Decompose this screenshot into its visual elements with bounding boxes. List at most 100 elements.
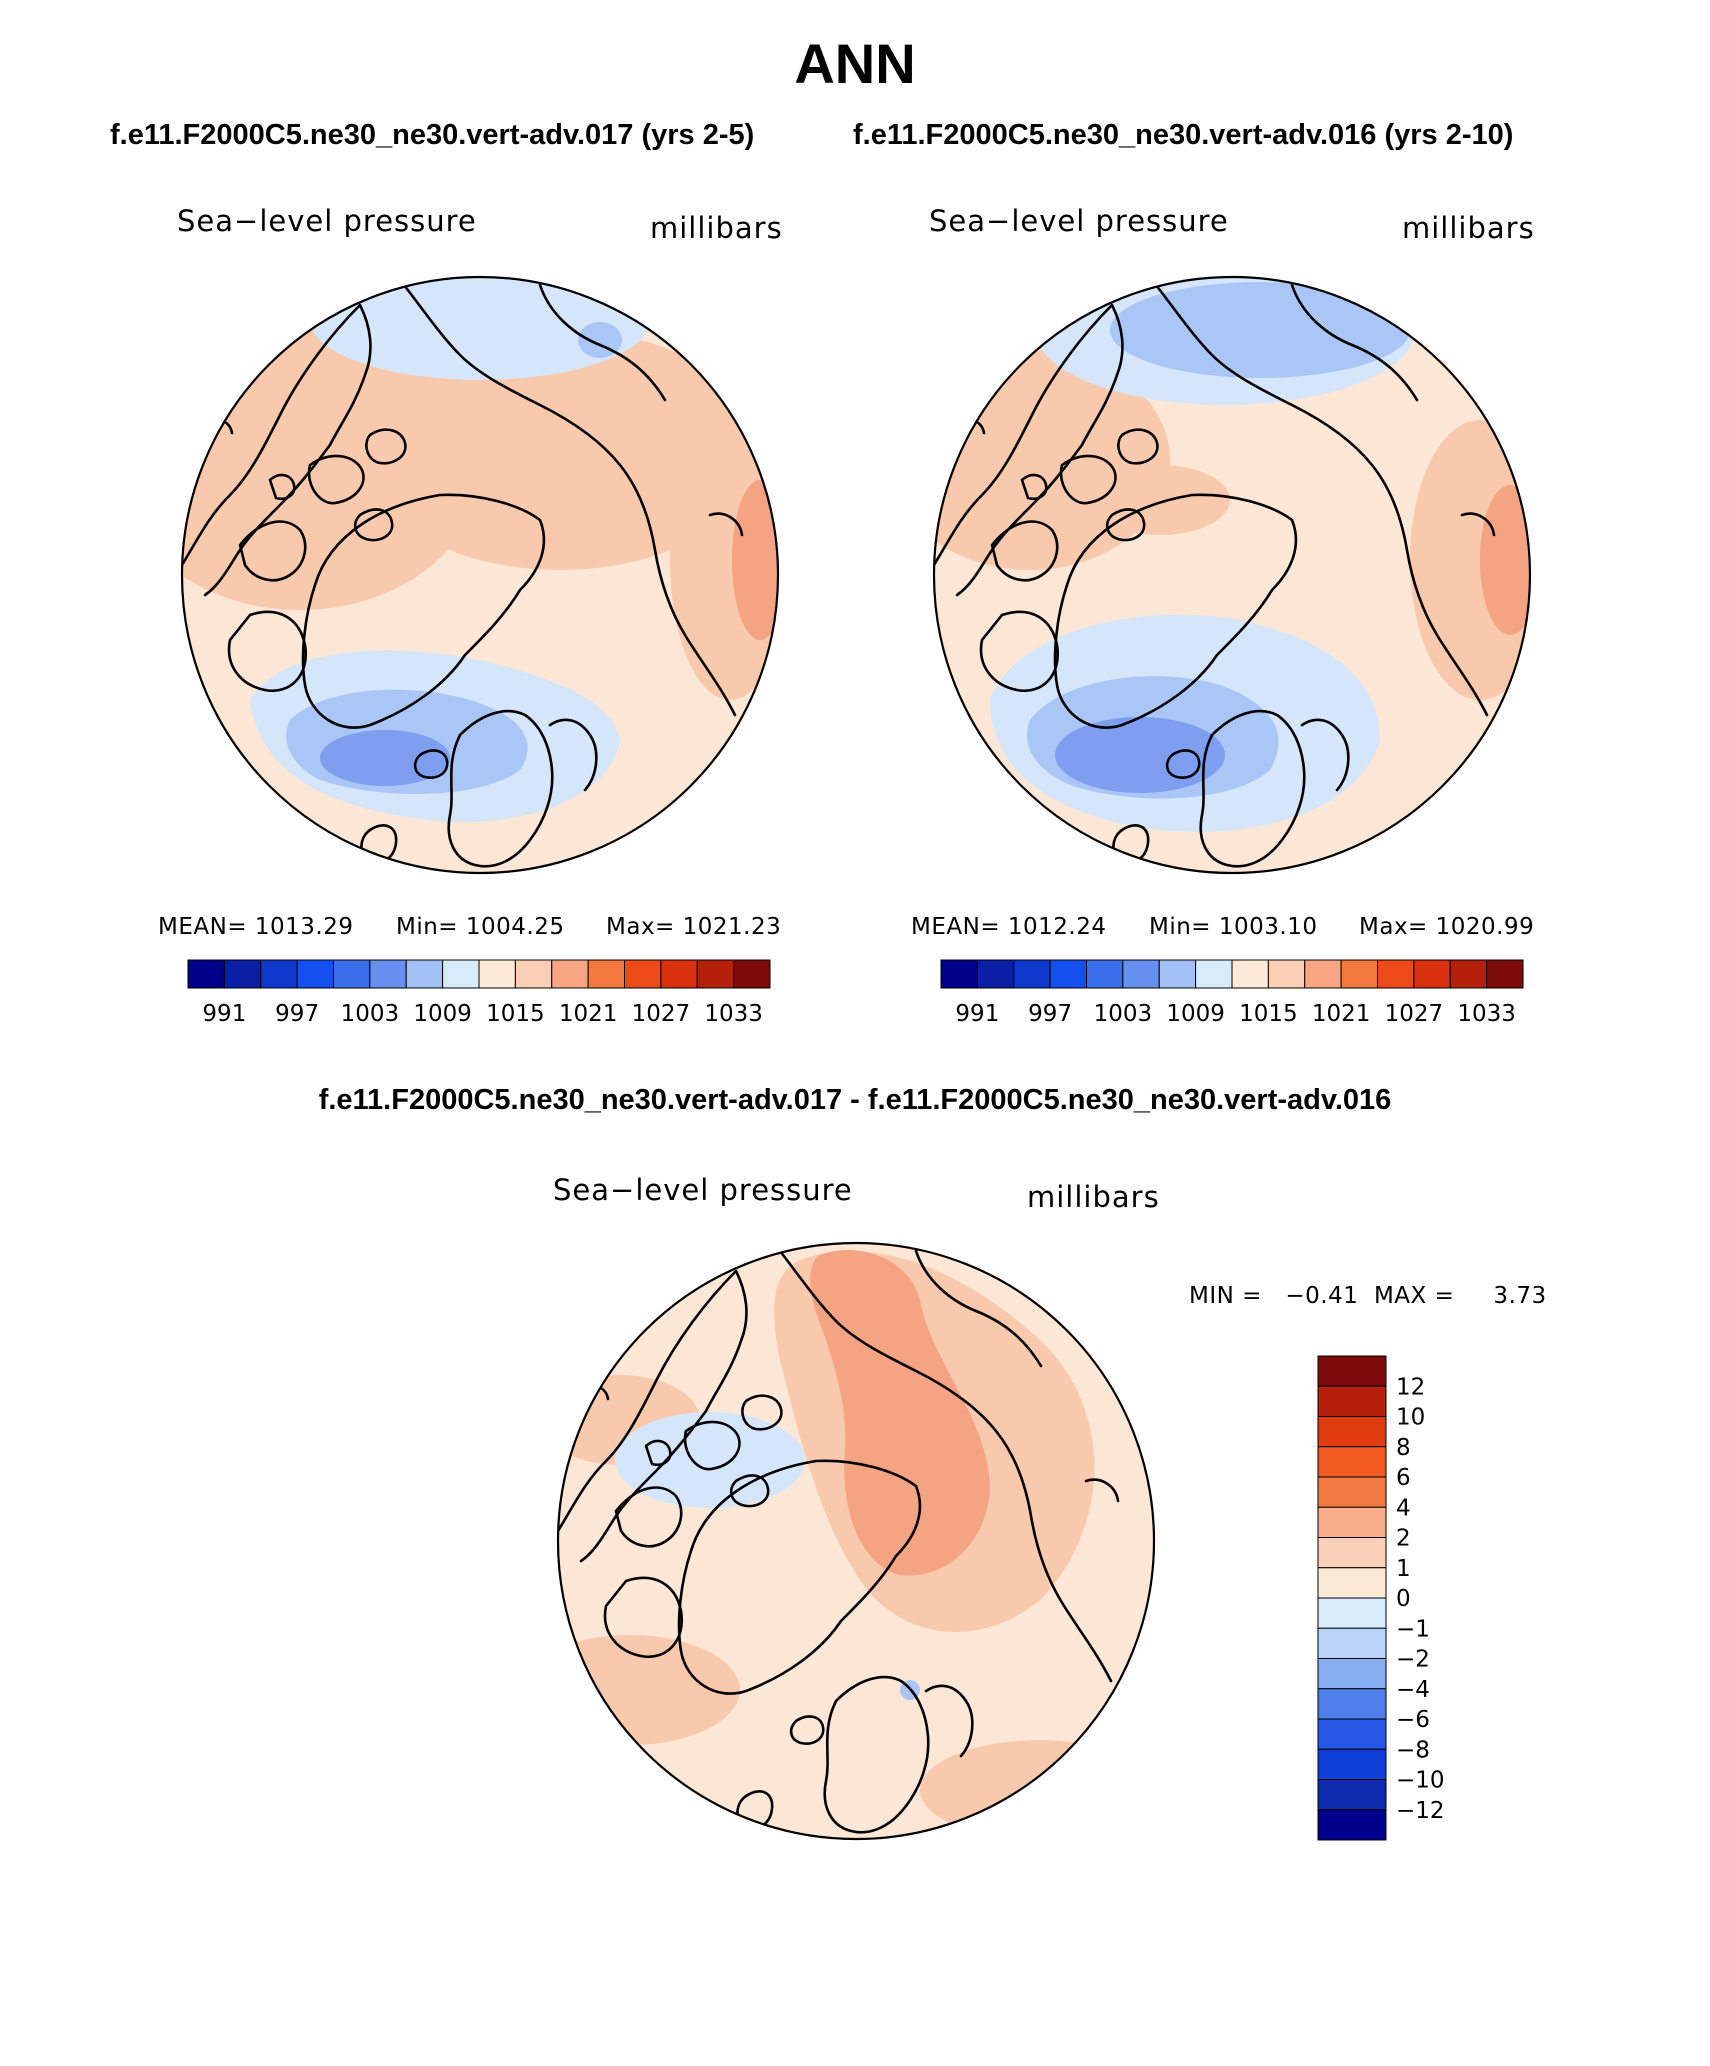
colorbar-swatch — [1317, 1718, 1387, 1750]
colorbar-swatch — [1317, 1506, 1387, 1538]
colorbar-swatch — [478, 959, 516, 989]
colorbar-swatch — [1013, 959, 1051, 989]
colorbar-tick-label: 1021 — [1312, 1001, 1371, 1027]
panel-right-mean: MEAN= 1012.24 — [911, 914, 1107, 940]
colorbar-swatch — [1449, 959, 1488, 989]
panel-left-min: Min= 1004.25 — [396, 914, 565, 940]
colorbar-swatch — [1317, 1748, 1387, 1780]
colorbar-swatch — [1317, 1385, 1387, 1417]
colorbar-tick-label: 1015 — [486, 1001, 545, 1027]
colorbar-swatch — [1122, 959, 1160, 989]
colorbar-swatch — [1317, 1658, 1387, 1690]
panel-right-min: Min= 1003.10 — [1149, 914, 1318, 940]
colorbar-tick-label: 4 — [1396, 1495, 1411, 1521]
panel-right: Sea−level pressure millibars MEAN= 1012.… — [911, 204, 1535, 1027]
colorbar-swatch — [940, 959, 978, 989]
map-right-high-region — [1090, 465, 1230, 535]
map-left — [182, 277, 778, 873]
colorbar-tick-label: 1009 — [1166, 1001, 1225, 1027]
colorbar-swatch — [1317, 1597, 1387, 1629]
colorbar-swatch — [587, 959, 625, 989]
colorbar-swatch — [1267, 959, 1306, 989]
colorbar-tick-label: −2 — [1396, 1647, 1430, 1673]
colorbar-tick-label: 1 — [1396, 1556, 1411, 1582]
diff-title: f.e11.F2000C5.ne30_ne30.vert-adv.017 - f… — [319, 1084, 1392, 1116]
colorbar-swatch — [624, 959, 662, 989]
colorbar-tick-label: 12 — [1396, 1374, 1425, 1400]
colorbar-swatch — [442, 959, 480, 989]
colorbar-tick-label: 1003 — [341, 1001, 400, 1027]
panel-left-max: Max= 1021.23 — [606, 914, 781, 940]
colorbar-tick-label: 10 — [1396, 1405, 1425, 1431]
colorbar-right: 991 997 1003 1009 1015 1021 1027 1033 — [940, 959, 1524, 1027]
colorbar-swatch — [733, 959, 771, 989]
colorbar-tick-label: −4 — [1396, 1677, 1430, 1703]
colorbar-swatch — [1086, 959, 1124, 989]
colorbar-swatch — [976, 959, 1015, 989]
colorbar-tick-label: 1033 — [704, 1001, 763, 1027]
colorbar-tick-label: 1027 — [1385, 1001, 1444, 1027]
colorbar-swatch — [1317, 1537, 1387, 1569]
colorbar-swatch — [405, 959, 444, 989]
colorbar-swatch — [1158, 959, 1197, 989]
colorbar-swatch — [1317, 1416, 1387, 1448]
colorbar-swatch — [369, 959, 407, 989]
panel-right-variable: Sea−level pressure — [929, 204, 1229, 238]
panel-diff-minmax: MIN = −0.41 MAX = 3.73 — [1189, 1283, 1547, 1309]
figure-title: ANN — [794, 32, 915, 95]
colorbar-swatch — [1049, 959, 1087, 989]
map-right — [934, 277, 1530, 873]
map-diff — [558, 1243, 1154, 1839]
case-left-title: f.e11.F2000C5.ne30_ne30.vert-adv.017 (yr… — [110, 119, 754, 151]
colorbar-swatch — [660, 959, 698, 989]
colorbar-swatch — [260, 959, 298, 989]
colorbar-swatch — [1317, 1688, 1387, 1720]
colorbar-tick-label: 6 — [1396, 1465, 1411, 1491]
colorbar-swatch — [1317, 1355, 1387, 1387]
colorbar-tick-label: 1015 — [1239, 1001, 1298, 1027]
colorbar-tick-label: −8 — [1396, 1737, 1430, 1763]
panel-left: Sea−level pressure millibars MEAN= 1013.… — [158, 204, 782, 1027]
panel-right-units: millibars — [1402, 211, 1535, 245]
colorbar-swatch — [1486, 959, 1524, 989]
colorbar-swatch — [223, 959, 262, 989]
map-diff-high-core — [810, 1250, 990, 1576]
panel-diff-units: millibars — [1027, 1180, 1160, 1214]
colorbar-swatch — [1304, 959, 1342, 989]
colorbar-tick-label: −10 — [1396, 1768, 1445, 1794]
map-right-rim — [932, 275, 1532, 875]
map-diff-high-region — [920, 1740, 1154, 1839]
colorbar-swatch — [1231, 959, 1269, 989]
colorbar-tick-label: 997 — [1028, 1001, 1072, 1027]
colorbar-swatch — [1317, 1446, 1387, 1478]
panel-diff: Sea−level pressure millibars MIN = −0.41… — [553, 1173, 1547, 1841]
map-right-low-arctic-core — [1110, 282, 1410, 378]
colorbar-tick-label: −6 — [1396, 1707, 1430, 1733]
colorbar-tick-label: 1009 — [413, 1001, 472, 1027]
panel-diff-variable: Sea−level pressure — [553, 1173, 853, 1207]
case-right-title: f.e11.F2000C5.ne30_ne30.vert-adv.016 (yr… — [853, 119, 1513, 151]
colorbar-left: 991 997 1003 1009 1015 1021 1027 1033 — [187, 959, 771, 1027]
colorbar-tick-label: 1021 — [559, 1001, 618, 1027]
colorbar-swatch — [1317, 1779, 1387, 1811]
colorbar-swatch — [514, 959, 553, 989]
colorbar-swatch — [696, 959, 735, 989]
colorbar-swatch — [1413, 959, 1451, 989]
colorbar-tick-label: 2 — [1396, 1526, 1411, 1552]
map-diff-low-region — [615, 1412, 805, 1508]
colorbar-swatch — [1317, 1567, 1387, 1599]
colorbar-tick-label: 1033 — [1457, 1001, 1516, 1027]
colorbar-swatch — [333, 959, 371, 989]
panel-left-mean: MEAN= 1013.29 — [158, 914, 354, 940]
colorbar-tick-label: −1 — [1396, 1616, 1430, 1642]
colorbar-tick-label: 991 — [202, 1001, 246, 1027]
colorbar-swatch — [1195, 959, 1233, 989]
colorbar-swatch — [1317, 1476, 1387, 1508]
colorbar-tick-label: 997 — [275, 1001, 319, 1027]
colorbar-swatch — [1317, 1627, 1387, 1659]
panel-right-max: Max= 1020.99 — [1359, 914, 1534, 940]
colorbar-swatch — [551, 959, 589, 989]
map-right-high-core — [1480, 485, 1530, 635]
colorbar-tick-label: −12 — [1396, 1798, 1445, 1824]
